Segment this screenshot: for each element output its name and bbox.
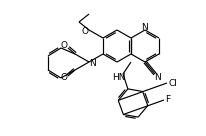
Text: O: O — [82, 27, 89, 35]
Text: N: N — [142, 22, 148, 32]
Text: HN: HN — [112, 73, 126, 83]
Text: N: N — [155, 72, 161, 81]
Text: F: F — [165, 95, 171, 104]
Text: Cl: Cl — [169, 78, 177, 87]
Text: N: N — [90, 60, 96, 69]
Text: O: O — [61, 41, 68, 50]
Text: O: O — [61, 73, 68, 83]
